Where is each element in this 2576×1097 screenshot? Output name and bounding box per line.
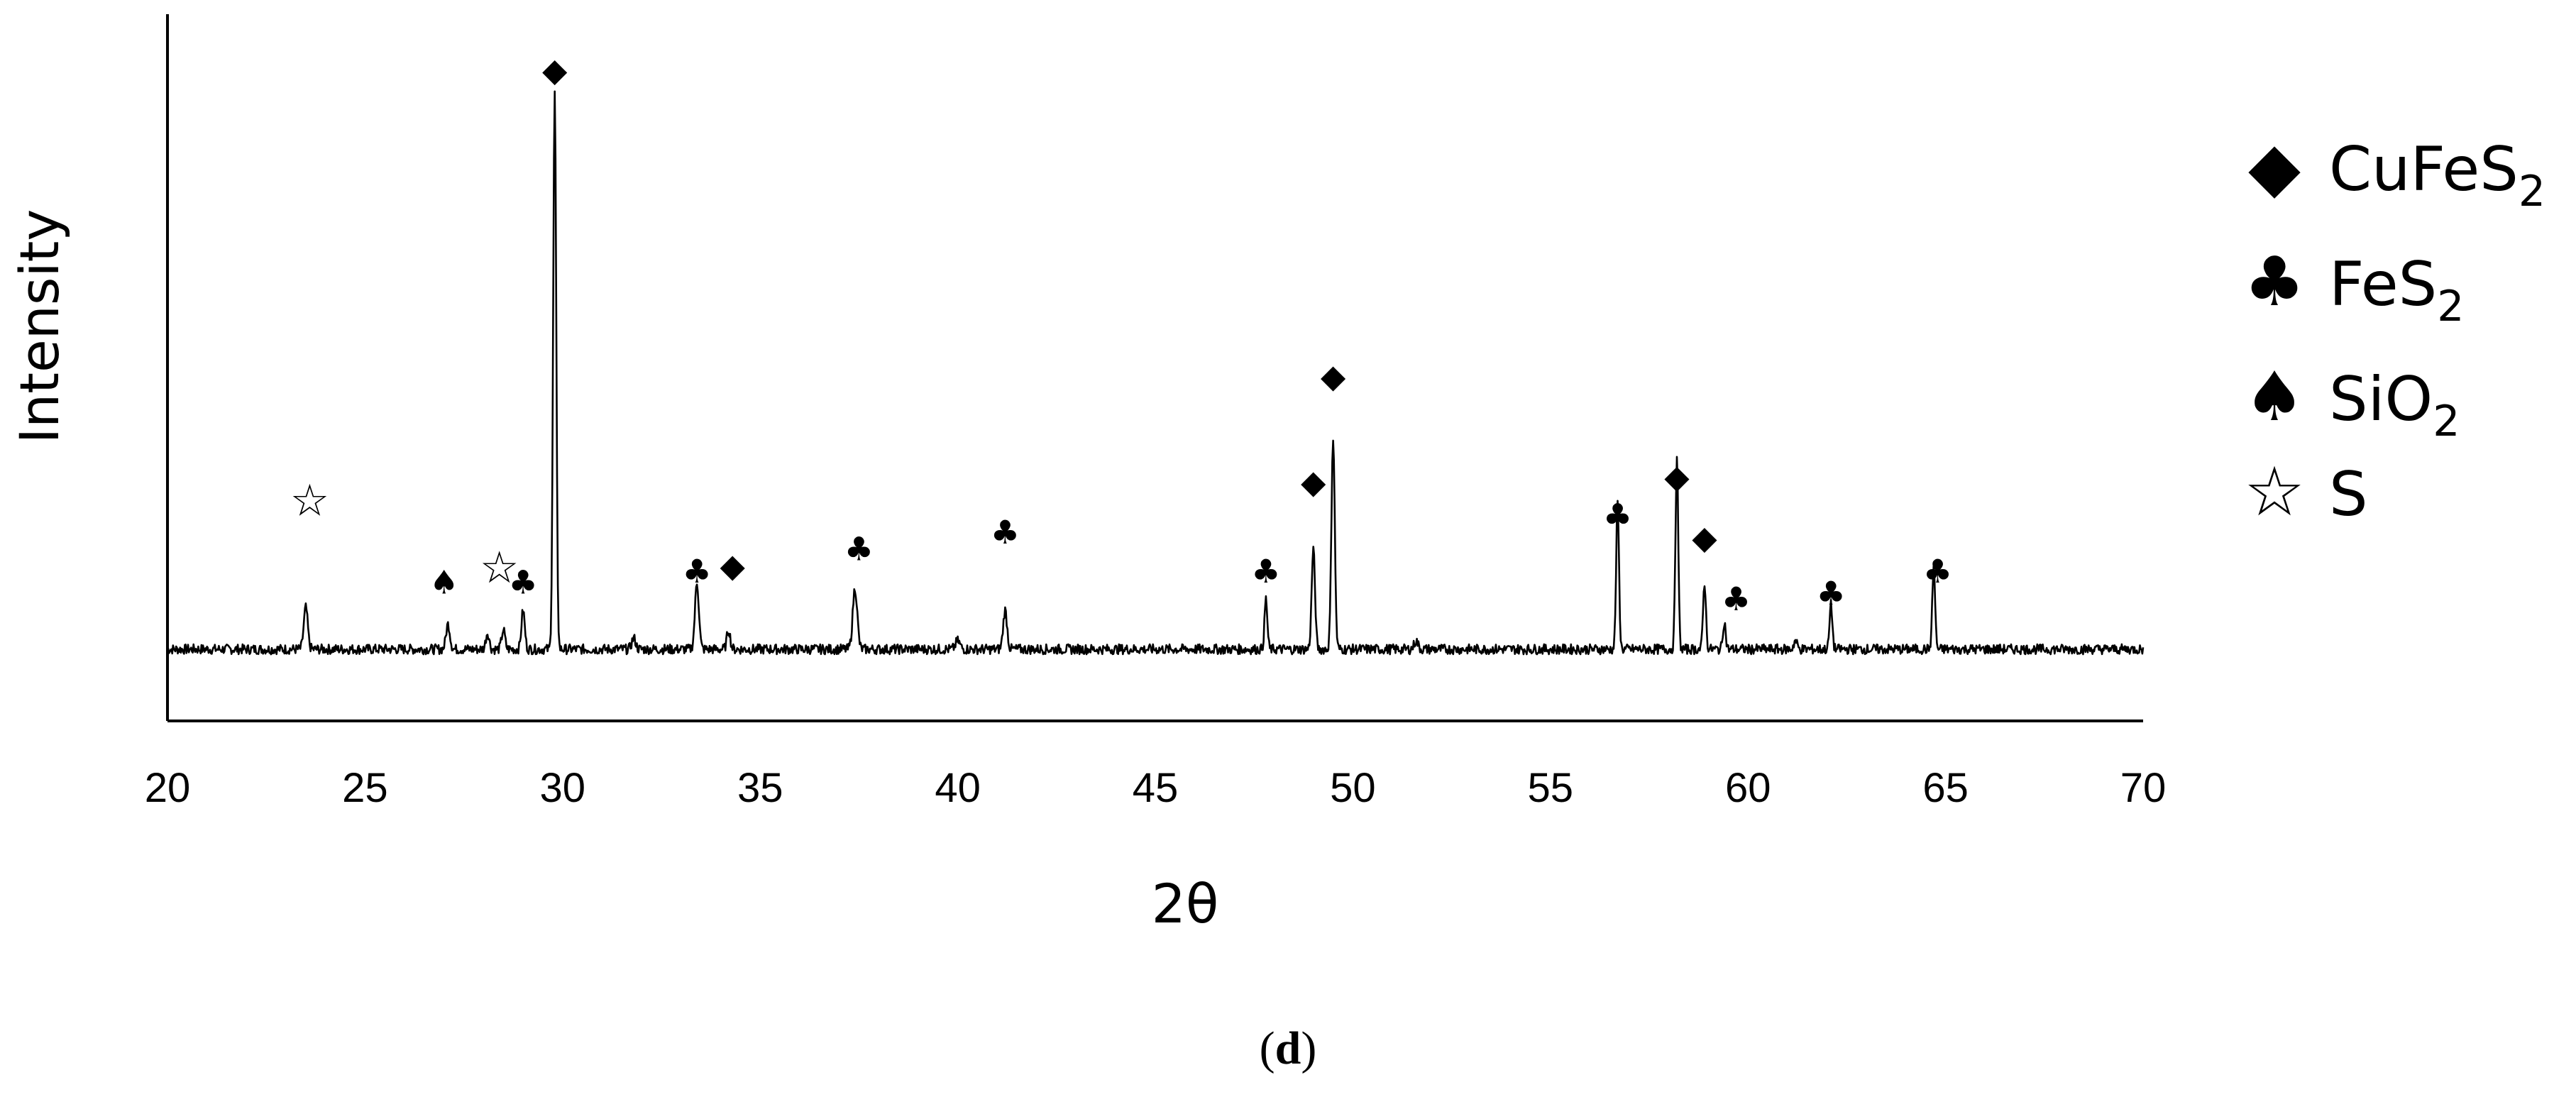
marker-club-icon: ♣ bbox=[1722, 580, 1751, 618]
legend-spade-icon: ♠ bbox=[2244, 357, 2305, 436]
legend-star-icon: ☆ bbox=[2244, 452, 2305, 531]
phase-markers: ☆♠ ☆♣◆♣ ◆ ♣ ♣♣◆◆♣◆◆♣ ♣♣ bbox=[290, 50, 1952, 618]
legend-label-subscript: 2 bbox=[2433, 397, 2460, 446]
x-tick-label: 50 bbox=[1330, 765, 1376, 811]
x-tick-label: 30 bbox=[540, 765, 586, 811]
marker-diamond-icon: ◆ bbox=[720, 546, 746, 585]
marker-club-icon: ♣ bbox=[991, 513, 1020, 551]
caption-letter: d bbox=[1275, 1022, 1301, 1074]
legend-label: CuFeS2 bbox=[2329, 134, 2545, 216]
marker-spade-icon: ♠ bbox=[429, 563, 458, 602]
x-tick-labels: 20 25 30 35 40 45 50 55 60 65 70 bbox=[145, 765, 2167, 811]
marker-star-icon: ☆ bbox=[480, 541, 519, 593]
legend-label: S bbox=[2329, 459, 2368, 530]
marker-club-icon: ♣ bbox=[682, 552, 711, 590]
marker-club-icon: ♣ bbox=[844, 529, 874, 568]
caption-open: ( bbox=[1259, 1022, 1275, 1074]
legend-club-icon: ♣ bbox=[2244, 242, 2305, 321]
marker-diamond-icon: ◆ bbox=[1692, 519, 1717, 557]
x-tick-label: 20 bbox=[145, 765, 191, 811]
marker-club-icon: ♣ bbox=[508, 563, 537, 602]
legend-label-subscript: 2 bbox=[2519, 167, 2545, 216]
legend-diamond-icon: ◆ bbox=[2248, 127, 2301, 206]
marker-club-icon: ♣ bbox=[1251, 552, 1280, 590]
xrd-pattern-line bbox=[167, 90, 2145, 656]
y-axis-title: Intensity bbox=[8, 209, 71, 444]
x-tick-label: 55 bbox=[1528, 765, 1574, 811]
x-tick-label: 65 bbox=[1922, 765, 1969, 811]
marker-diamond-icon: ◆ bbox=[1664, 457, 1690, 495]
x-tick-label: 35 bbox=[737, 765, 783, 811]
x-tick-label: 45 bbox=[1133, 765, 1179, 811]
legend-label-subscript: 2 bbox=[2437, 282, 2464, 331]
marker-club-icon: ♣ bbox=[1817, 574, 1846, 612]
figure-caption: (d) bbox=[0, 1022, 2576, 1076]
marker-diamond-icon: ◆ bbox=[1321, 357, 1346, 395]
marker-star-icon: ☆ bbox=[290, 475, 330, 527]
marker-club-icon: ♣ bbox=[1923, 552, 1952, 590]
legend: ◆ CuFeS2 ♣ FeS2 ♠ SiO2 ☆ S bbox=[2244, 127, 2545, 531]
legend-label: SiO2 bbox=[2329, 364, 2460, 446]
x-tick-label: 70 bbox=[2120, 765, 2167, 811]
x-tick-label: 25 bbox=[342, 765, 388, 811]
x-tick-label: 40 bbox=[935, 765, 981, 811]
axes bbox=[166, 14, 2143, 722]
marker-diamond-icon: ◆ bbox=[1301, 463, 1326, 501]
x-axis-title: 2θ bbox=[1152, 872, 1219, 935]
legend-label: FeS2 bbox=[2329, 249, 2464, 331]
x-tick-label: 60 bbox=[1725, 765, 1771, 811]
caption-close: ) bbox=[1301, 1022, 1317, 1074]
marker-diamond-icon: ◆ bbox=[542, 50, 568, 89]
marker-club-icon: ♣ bbox=[1603, 496, 1632, 534]
